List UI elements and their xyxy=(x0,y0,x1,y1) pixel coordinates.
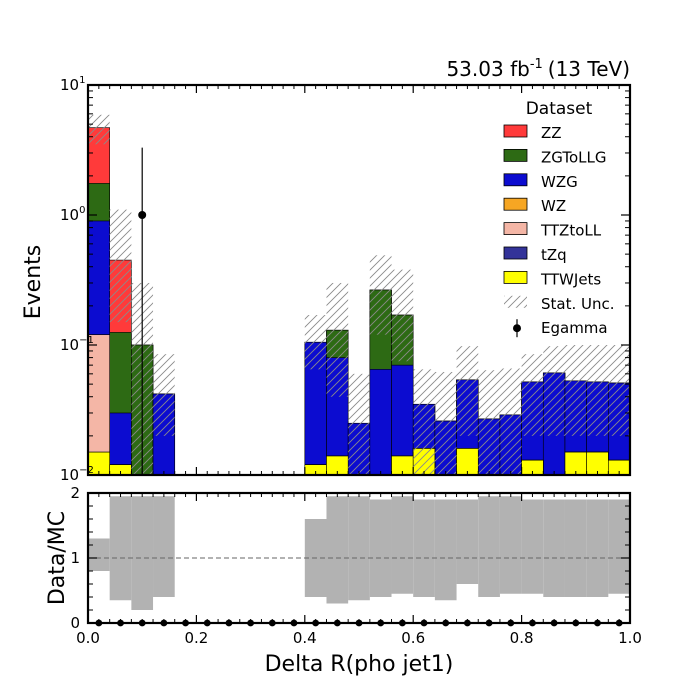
legend-swatch-ttwjets xyxy=(503,270,528,284)
stat-unc-bin-11 xyxy=(326,282,349,397)
ratio-band-bin-2 xyxy=(131,496,154,610)
legend-label-zgtollg: ZGToLLG xyxy=(541,148,607,166)
ratio-band-bin-19 xyxy=(499,496,522,594)
legend: Dataset ZZ ZGToLLG WZG WZ TTZtoLL tZq TTWJets S… xyxy=(503,99,615,338)
legend-swatch-stat-unc xyxy=(504,295,527,308)
legend-swatch-ttztoll xyxy=(503,222,528,236)
x-tick-label-5: 1.0 xyxy=(618,629,642,647)
x-tick-label-1: 0.2 xyxy=(184,629,208,647)
legend-label-egamma: Egamma xyxy=(541,319,608,337)
ratio-unc-band xyxy=(88,496,630,610)
ratio-band-bin-20 xyxy=(521,499,544,594)
ratio-band-bin-1 xyxy=(109,496,132,601)
lumi-label: 53.03 fb-1 (13 TeV) xyxy=(446,57,630,81)
stat-unc-bin-16 xyxy=(434,371,457,475)
stat-unc-bin-17 xyxy=(456,346,479,436)
ratio-band-bin-21 xyxy=(543,499,565,597)
legend-label-ttwjets: TTWJets xyxy=(540,270,601,288)
data-point-0 xyxy=(138,211,147,219)
stat-unc-bin-12 xyxy=(348,373,370,475)
bar-ttztoll-0 xyxy=(88,334,110,475)
ratio-y-axis-label: Data/MC xyxy=(45,511,70,605)
stat-unc-bin-22 xyxy=(564,345,587,436)
legend-label-tzq: tZq xyxy=(541,246,567,264)
ratio-band-bin-3 xyxy=(153,496,175,597)
ratio-band-bin-24 xyxy=(608,499,630,594)
x-tick-label-3: 0.6 xyxy=(401,629,425,647)
stat-unc-bin-21 xyxy=(543,346,565,436)
ratio-ytick-label-2: 2 xyxy=(70,484,80,502)
stat-unc-bin-10 xyxy=(304,315,327,370)
legend-swatch-zgtollg xyxy=(503,148,528,162)
ratio-band-bin-15 xyxy=(413,499,435,597)
stat-unc-bin-15 xyxy=(413,369,435,475)
legend-swatch-tzq xyxy=(503,246,528,260)
ratio-band-bin-0 xyxy=(88,538,110,571)
legend-swatch-wz xyxy=(503,197,528,211)
ratio-ytick-label-1: 1 xyxy=(70,549,80,567)
stat-unc-bin-24 xyxy=(608,345,630,436)
legend-label-zz: ZZ xyxy=(541,124,562,142)
stat-unc-bin-1 xyxy=(109,209,132,323)
main-ytick-label-2: 10−1 xyxy=(60,335,94,354)
ratio-axes: 0.0 0.2 0.4 0.6 0.8 1.0 0 1 2 xyxy=(70,484,641,647)
x-tick-label-0: 0.0 xyxy=(76,629,100,647)
stat-unc-bin-14 xyxy=(391,269,414,362)
ratio-band-bin-13 xyxy=(369,499,392,597)
main-ytick-label-0: 101 xyxy=(60,75,85,94)
y-axis-label: Events xyxy=(21,245,46,320)
stat-unc-bin-13 xyxy=(369,255,392,335)
legend-swatch-zz xyxy=(503,124,528,138)
ratio-band-bin-23 xyxy=(586,499,609,597)
ratio-band-bin-22 xyxy=(564,499,587,597)
stat-unc-bin-20 xyxy=(521,354,544,436)
stat-unc-band xyxy=(88,114,630,475)
x-tick-label-2: 0.4 xyxy=(293,629,317,647)
ratio-band-bin-12 xyxy=(348,496,370,601)
stat-unc-bin-23 xyxy=(586,345,609,436)
stat-unc-bin-0 xyxy=(88,114,110,145)
ratio-ytick-label-0: 0 xyxy=(70,614,80,632)
x-axis-label: Delta R(pho jet1) xyxy=(265,652,454,677)
main-ytick-label-1: 100 xyxy=(60,205,85,224)
legend-marker-egamma xyxy=(513,324,521,333)
ratio-band-bin-16 xyxy=(434,499,457,601)
legend-label-stat-unc-: Stat. Unc. xyxy=(541,295,615,313)
x-tick-label-4: 0.8 xyxy=(510,629,534,647)
legend-title: Dataset xyxy=(526,99,593,119)
legend-swatch-wzg xyxy=(503,173,528,187)
ratio-band-bin-18 xyxy=(478,496,500,597)
legend-label-ttztoll: TTZtoLL xyxy=(540,222,602,240)
data-points xyxy=(138,147,147,475)
ratio-band-bin-11 xyxy=(326,496,349,604)
main-ytick-label-3: 10−2 xyxy=(60,465,94,484)
main-axes: 101 100 10−1 10−2 xyxy=(60,75,631,484)
legend-label-wzg: WZG xyxy=(541,173,578,191)
legend-label-wz: WZ xyxy=(541,197,566,215)
bar-wzg-13 xyxy=(369,369,392,475)
ratio-band-bin-14 xyxy=(391,496,414,594)
stat-unc-bin-18 xyxy=(478,370,500,475)
stat-unc-bin-19 xyxy=(499,368,522,475)
ratio-band-bin-17 xyxy=(456,499,479,584)
bar-ttwjets-24 xyxy=(608,459,630,475)
stat-unc-bin-3 xyxy=(153,354,175,436)
